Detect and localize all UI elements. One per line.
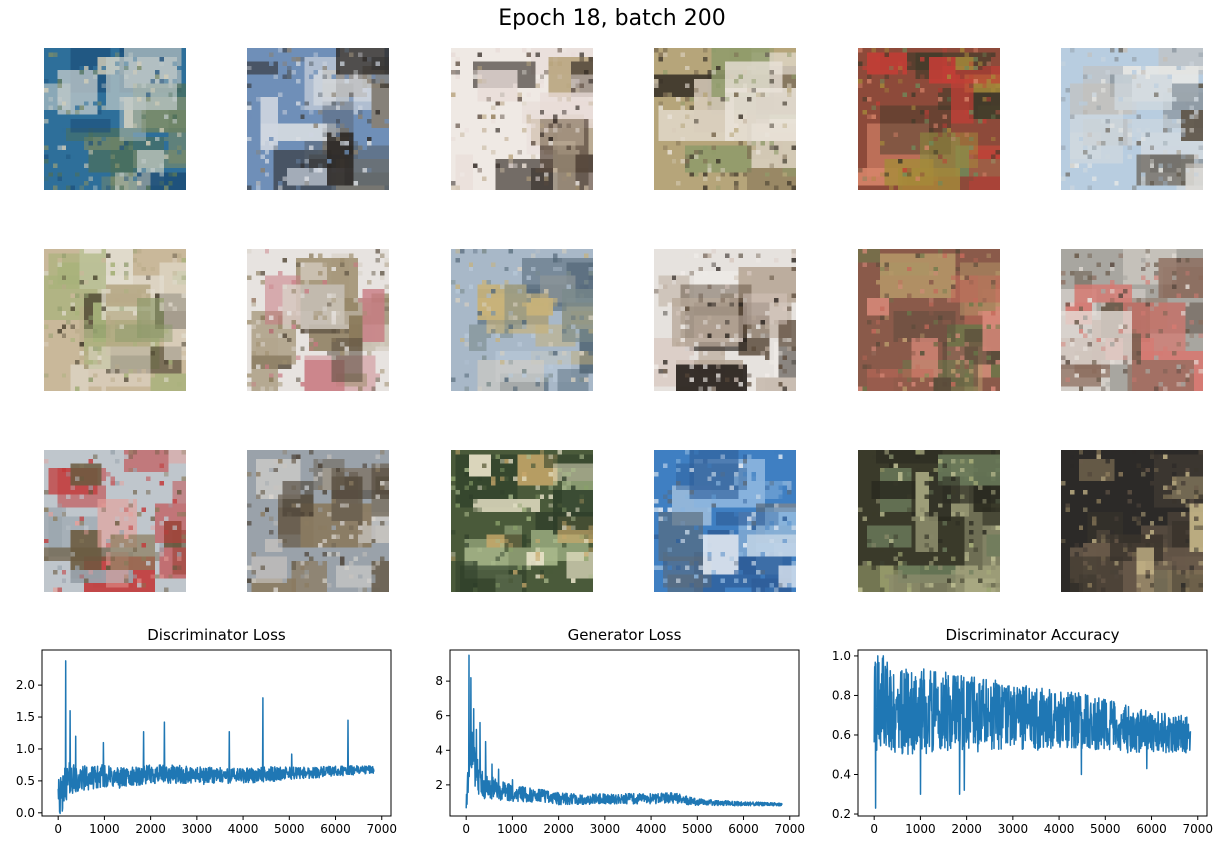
chart-title: Generator Loss: [568, 626, 682, 644]
chart-title: Discriminator Loss: [147, 626, 286, 644]
generated-sample-image: [247, 249, 389, 391]
generated-sample-image: [654, 48, 796, 190]
x-tick-label: 7000: [774, 822, 805, 836]
generated-sample-image: [858, 249, 1000, 391]
x-tick-label: 3000: [182, 822, 213, 836]
x-tick-label: 5000: [274, 822, 305, 836]
y-tick-label: 0.2: [832, 807, 851, 821]
generated-sample-image: [451, 249, 593, 391]
x-tick-label: 5000: [682, 822, 713, 836]
x-tick-label: 6000: [320, 822, 351, 836]
x-tick-label: 7000: [1182, 822, 1213, 836]
y-tick-label: 0.5: [16, 774, 35, 788]
x-tick-label: 2000: [135, 822, 166, 836]
y-tick-label: 4: [435, 743, 443, 757]
x-tick-label: 6000: [1136, 822, 1167, 836]
generated-sample-image: [858, 450, 1000, 592]
generated-sample-image: [44, 48, 186, 190]
y-tick-label: 6: [435, 709, 443, 723]
generated-sample-image: [1061, 249, 1203, 391]
generated-sample-image: [44, 249, 186, 391]
x-tick-label: 0: [54, 822, 62, 836]
y-tick-label: 1.0: [16, 742, 35, 756]
y-tick-label: 1.5: [16, 710, 35, 724]
generated-samples-grid: [44, 48, 1203, 592]
x-tick-label: 2000: [951, 822, 982, 836]
plot-frame: [857, 649, 1208, 817]
plot-frame: [449, 649, 800, 817]
x-tick-label: 3000: [998, 822, 1029, 836]
generator-loss-chart: Generator Loss 0 1000 2000 3000 4000 5000 6000 7…: [435, 626, 805, 836]
x-tick-label: 6000: [728, 822, 759, 836]
generated-sample-image: [1061, 450, 1203, 592]
plot-frame: [41, 649, 392, 817]
x-tick-label: 4000: [228, 822, 259, 836]
data-series-line: [57, 660, 375, 815]
generated-sample-image: [247, 48, 389, 190]
data-series-line: [465, 654, 783, 809]
x-tick-label: 0: [870, 822, 878, 836]
y-tick-label: 2.0: [16, 678, 35, 692]
generated-sample-image: [654, 450, 796, 592]
generated-sample-image: [451, 450, 593, 592]
y-tick-label: 8: [435, 674, 443, 688]
generated-sample-image: [451, 48, 593, 190]
x-tick-label: 4000: [1044, 822, 1075, 836]
discriminator-accuracy-chart: Discriminator Accuracy 0 1000 2000 3000 4000 5…: [832, 626, 1213, 836]
generated-sample-image: [1061, 48, 1203, 190]
generated-sample-image: [247, 450, 389, 592]
generated-sample-image: [654, 249, 796, 391]
y-tick-label: 0.4: [832, 768, 851, 782]
x-tick-label: 5000: [1090, 822, 1121, 836]
generated-sample-image: [44, 450, 186, 592]
y-tick-label: 0.0: [16, 806, 35, 820]
discriminator-loss-chart: Discriminator Loss 0 1000 2000 3000 4000 5000 6…: [16, 626, 397, 836]
y-tick-label: 0.6: [832, 728, 851, 742]
chart-title: Discriminator Accuracy: [945, 626, 1119, 644]
x-tick-label: 2000: [543, 822, 574, 836]
generated-sample-image: [858, 48, 1000, 190]
y-tick-label: 2: [435, 778, 443, 792]
y-tick-label: 1.0: [832, 649, 851, 663]
figure-title: Epoch 18, batch 200: [498, 6, 726, 31]
x-tick-label: 3000: [590, 822, 621, 836]
training-curves: Discriminator Loss 0 1000 2000 3000 4000 5000 6…: [0, 620, 1224, 853]
x-tick-label: 1000: [89, 822, 120, 836]
data-series-line: [873, 655, 1192, 809]
x-tick-label: 0: [462, 822, 470, 836]
x-tick-label: 1000: [905, 822, 936, 836]
x-tick-label: 4000: [636, 822, 667, 836]
x-tick-label: 1000: [497, 822, 528, 836]
x-tick-label: 7000: [366, 822, 397, 836]
y-tick-label: 0.8: [832, 688, 851, 702]
